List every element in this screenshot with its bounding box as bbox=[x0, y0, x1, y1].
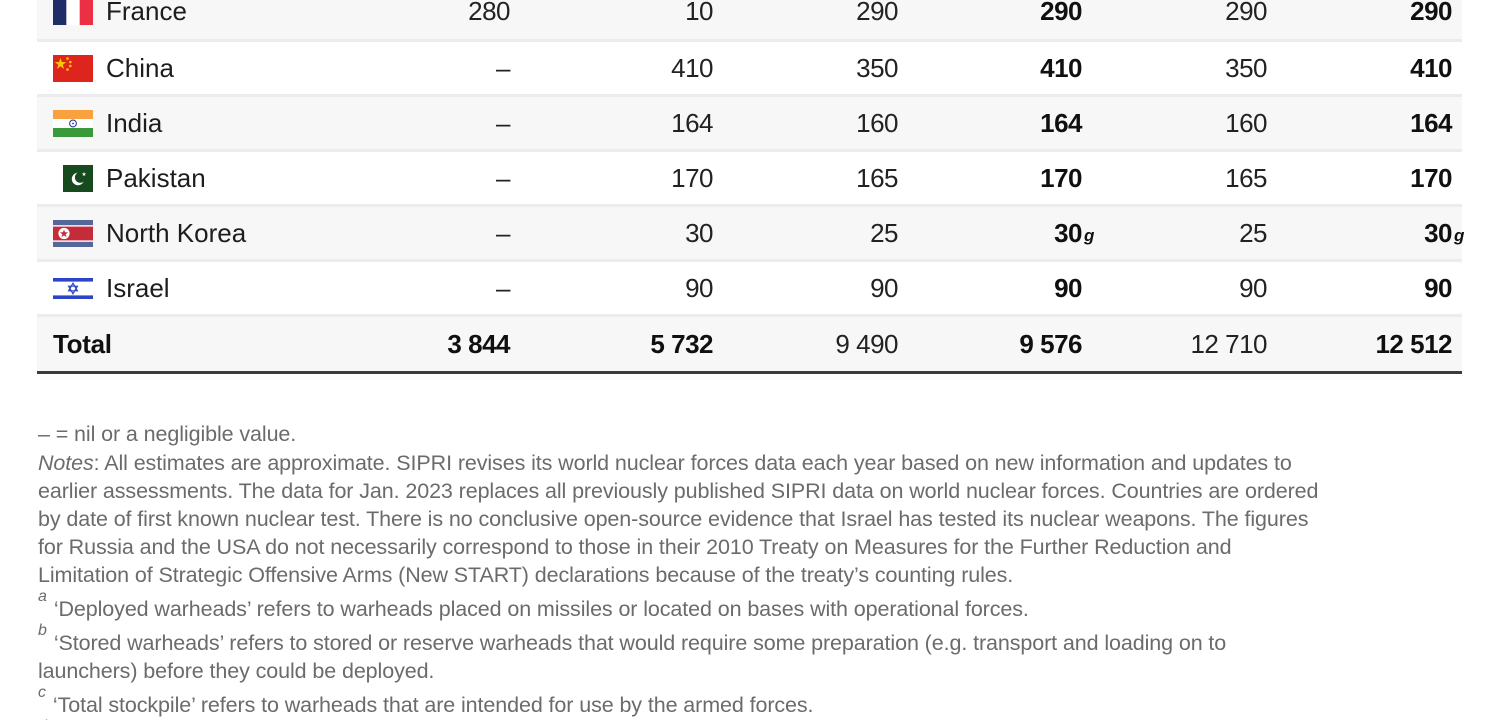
value-cell: 30 g bbox=[1267, 217, 1464, 249]
value-cell: 290 bbox=[856, 0, 898, 26]
value-cell: – bbox=[496, 217, 510, 248]
value-text: 30 bbox=[1424, 217, 1452, 248]
country-cell: North Korea bbox=[37, 218, 350, 249]
table-row-israel: Israel – 90 90 90 90 90 bbox=[37, 259, 1462, 314]
notes-line: by date of first known nuclear test. The… bbox=[38, 507, 1309, 531]
notes-line: Notes: All estimates are approximate. SI… bbox=[38, 449, 1478, 477]
table-row-pakistan: Pakistan – 170 165 170 165 170 bbox=[37, 149, 1462, 204]
total-value-cell: 12 710 bbox=[1190, 328, 1267, 359]
table-row-china: China – 410 350 410 350 410 bbox=[37, 39, 1462, 94]
country-name: Pakistan bbox=[106, 162, 206, 193]
footnote-d-marker: d bbox=[38, 718, 47, 720]
value-cell: 30 g bbox=[898, 217, 1094, 249]
value-cell: 90 bbox=[685, 272, 713, 303]
notes-line: for Russia and the USA do not necessaril… bbox=[38, 535, 1232, 559]
country-cell: China bbox=[37, 53, 350, 84]
footnote-c: c ‘Total stockpile’ refers to warheads th… bbox=[38, 684, 1478, 719]
value-cell: – bbox=[496, 52, 510, 83]
footnote-b-continuation: launchers) before they could be deployed… bbox=[38, 659, 435, 683]
value-cell: 290 bbox=[1410, 0, 1452, 26]
value-cell: 410 bbox=[1410, 52, 1452, 83]
table-row-france: France 280 10 290 290 290 290 bbox=[37, 0, 1462, 39]
total-label: Total bbox=[53, 328, 112, 359]
footnote-g-marker: g bbox=[1084, 225, 1094, 245]
value-cell: 90 bbox=[1239, 272, 1267, 303]
footnote-a-marker: a bbox=[38, 587, 47, 605]
country-cell: Israel bbox=[37, 273, 350, 304]
china-flag-icon bbox=[53, 54, 93, 82]
value-cell: 90 bbox=[1054, 272, 1082, 303]
country-name: Israel bbox=[106, 272, 170, 303]
total-value-cell: 9 576 bbox=[1019, 328, 1082, 359]
israel-flag-icon bbox=[53, 274, 93, 302]
footnote-b: b ‘Stored warheads’ refers to stored or r… bbox=[38, 622, 1478, 657]
value-cell: 350 bbox=[856, 52, 898, 83]
value-cell: 410 bbox=[1040, 52, 1082, 83]
footnote-c-marker: c bbox=[38, 683, 46, 701]
value-cell: 25 bbox=[1239, 217, 1267, 248]
france-flag-icon bbox=[53, 0, 93, 25]
notes-label: Notes bbox=[38, 451, 94, 475]
value-cell: 410 bbox=[671, 52, 713, 83]
value-cell: 170 bbox=[671, 162, 713, 193]
total-value-cell: 9 490 bbox=[835, 328, 898, 359]
footnote-a-text: ‘Deployed warheads’ refers to warheads p… bbox=[53, 597, 1029, 621]
value-cell: 170 bbox=[1040, 162, 1082, 193]
table-row-india: India – 164 160 164 160 164 bbox=[37, 94, 1462, 149]
footnote-g-marker: g bbox=[1454, 225, 1464, 245]
footnote-b-marker: b bbox=[38, 621, 47, 639]
value-cell: – bbox=[496, 107, 510, 138]
total-value-cell: 3 844 bbox=[447, 328, 510, 359]
value-cell: 160 bbox=[856, 107, 898, 138]
value-cell: 290 bbox=[1225, 0, 1267, 26]
value-cell: 165 bbox=[1225, 162, 1267, 193]
nil-legend: – = nil or a negligible value. bbox=[38, 422, 297, 446]
value-cell: 170 bbox=[1410, 162, 1452, 193]
country-name: India bbox=[106, 107, 163, 138]
notes-line: earlier assessments. The data for Jan. 2… bbox=[38, 479, 1319, 503]
country-cell: Pakistan bbox=[37, 163, 350, 194]
country-name: North Korea bbox=[106, 217, 247, 248]
footnote-b-text: ‘Stored warheads’ refers to stored or re… bbox=[53, 631, 1227, 655]
total-value-cell: 5 732 bbox=[650, 328, 713, 359]
value-cell: – bbox=[496, 272, 510, 303]
value-cell: 164 bbox=[671, 107, 713, 138]
india-flag-icon bbox=[53, 109, 93, 137]
total-value-cell: 12 512 bbox=[1375, 328, 1452, 359]
value-cell: 164 bbox=[1410, 107, 1452, 138]
nuclear-forces-table: France 280 10 290 290 290 290 China – 41… bbox=[37, 0, 1464, 374]
country-cell: France bbox=[37, 0, 350, 27]
value-cell: 290 bbox=[1040, 0, 1082, 26]
country-name: France bbox=[106, 0, 187, 26]
value-cell: 160 bbox=[1225, 107, 1267, 138]
footnote-c-text: ‘Total stockpile’ refers to warheads tha… bbox=[52, 693, 814, 717]
country-cell: India bbox=[37, 108, 350, 139]
table-row-north-korea: North Korea – 30 25 30 g 25 30 g bbox=[37, 204, 1464, 259]
value-cell: 280 bbox=[468, 0, 510, 26]
notes-line: Limitation of Strategic Offensive Arms (… bbox=[38, 563, 1014, 587]
value-cell: 350 bbox=[1225, 52, 1267, 83]
value-cell: 25 bbox=[870, 217, 898, 248]
notes-text: : All estimates are approximate. SIPRI r… bbox=[93, 451, 1292, 475]
value-cell: 164 bbox=[1040, 107, 1082, 138]
table-row-total: Total 3 844 5 732 9 490 9 576 12 710 12 … bbox=[37, 314, 1462, 374]
table-notes: – = nil or a negligible value. Notes: Al… bbox=[38, 419, 1478, 720]
value-text: 30 bbox=[1054, 217, 1082, 248]
value-cell: 30 bbox=[685, 217, 713, 248]
footnote-a: a ‘Deployed warheads’ refers to warheads … bbox=[38, 588, 1478, 623]
value-cell: 90 bbox=[1424, 272, 1452, 303]
value-cell: 165 bbox=[856, 162, 898, 193]
north-korea-flag-icon bbox=[53, 219, 93, 247]
country-name: China bbox=[106, 52, 174, 83]
value-cell: – bbox=[496, 162, 510, 193]
value-cell: 10 bbox=[685, 0, 713, 26]
pakistan-flag-icon bbox=[53, 164, 93, 192]
value-cell: 90 bbox=[870, 272, 898, 303]
